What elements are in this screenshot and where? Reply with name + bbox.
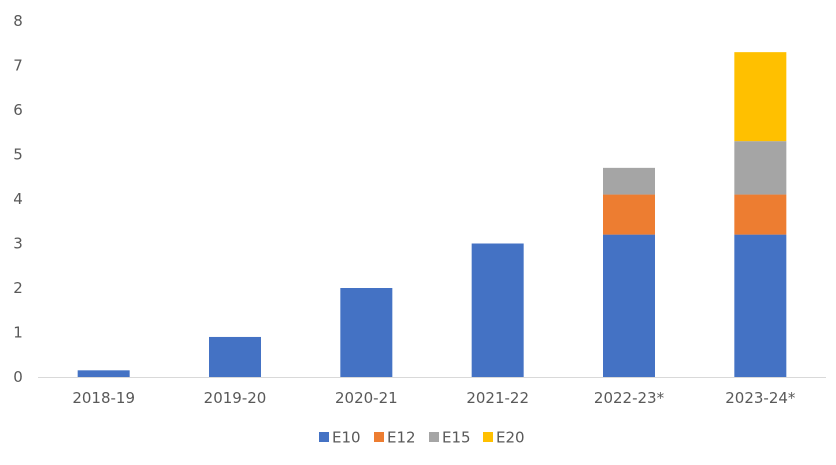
x-tick-label: 2021-22 xyxy=(466,389,529,407)
bar-e12-5 xyxy=(734,194,787,235)
bar-e15-4 xyxy=(603,167,655,195)
legend-swatch xyxy=(429,432,439,442)
bar-e20-5 xyxy=(734,52,787,142)
bar-e10-1 xyxy=(209,336,261,377)
x-tick-label: 2020-21 xyxy=(335,389,398,407)
legend-item-e12: E12 xyxy=(374,429,416,447)
legend-swatch xyxy=(319,432,329,442)
bar-e10-3 xyxy=(471,243,524,377)
y-tick-label: 6 xyxy=(13,101,23,119)
bar-e10-4 xyxy=(603,234,655,377)
legend-item-e10: E10 xyxy=(319,429,361,447)
y-tick-label: 4 xyxy=(13,190,23,208)
x-tick-label: 2022-23* xyxy=(594,389,665,407)
legend-item-e20: E20 xyxy=(483,429,525,447)
legend-label: E20 xyxy=(496,429,525,447)
legend-label: E10 xyxy=(332,429,361,447)
x-tick-label: 2018-19 xyxy=(72,389,135,407)
bar-e10-5 xyxy=(734,234,787,377)
bar-e10-2 xyxy=(340,288,393,377)
y-tick-label: 2 xyxy=(13,279,23,297)
x-tick-label: 2019-20 xyxy=(204,389,267,407)
bar-e15-5 xyxy=(734,141,787,195)
y-tick-label: 7 xyxy=(13,57,23,75)
legend-label: E15 xyxy=(442,429,471,447)
bar-e12-4 xyxy=(603,194,655,235)
y-tick-label: 8 xyxy=(13,12,23,30)
y-tick-label: 1 xyxy=(13,324,23,342)
y-tick-label: 0 xyxy=(13,368,23,386)
y-tick-label: 5 xyxy=(13,146,23,164)
legend-label: E12 xyxy=(387,429,416,447)
x-tick-label: 2023-24* xyxy=(725,389,796,407)
legend-swatch xyxy=(483,432,493,442)
legend-item-e15: E15 xyxy=(429,429,471,447)
bar-e10-0 xyxy=(77,370,130,377)
legend-swatch xyxy=(374,432,384,442)
y-tick-label: 3 xyxy=(13,235,23,253)
